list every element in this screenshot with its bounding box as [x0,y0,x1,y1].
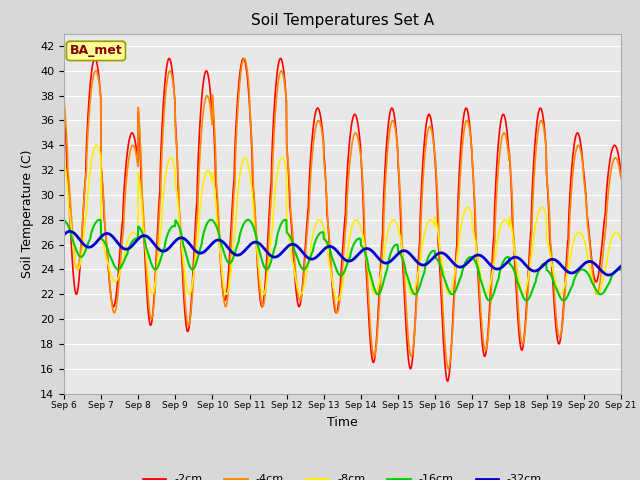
Text: BA_met: BA_met [70,44,122,58]
-2cm [184,328,191,334]
-2cm [279,62,287,68]
-32cm [617,264,625,269]
-8cm [93,143,100,148]
-4cm [520,336,528,342]
Legend: -2cm, -4cm, -8cm, -16cm, -32cm: -2cm, -4cm, -8cm, -16cm, -32cm [138,470,547,480]
-4cm [60,97,68,103]
-4cm [241,56,248,61]
-16cm [568,283,576,289]
-8cm [520,291,528,297]
-16cm [292,252,300,258]
-32cm [292,243,300,249]
-4cm [428,130,436,136]
-8cm [617,236,625,242]
Line: -8cm: -8cm [64,145,621,300]
-16cm [96,217,104,223]
-16cm [428,249,436,254]
-4cm [568,180,576,185]
-8cm [292,280,300,286]
-4cm [279,71,287,76]
-32cm [66,228,74,234]
-16cm [617,267,625,273]
-4cm [617,175,625,180]
-2cm [292,291,300,297]
-32cm [60,232,68,238]
-32cm [428,256,436,262]
-8cm [334,298,342,303]
-16cm [184,256,191,262]
-2cm [444,378,451,384]
-4cm [445,366,452,372]
-8cm [184,287,191,293]
Line: -2cm: -2cm [64,59,621,381]
-32cm [184,239,191,244]
-32cm [605,272,612,278]
-8cm [429,218,436,224]
-8cm [568,244,576,250]
Line: -16cm: -16cm [64,220,621,300]
-2cm [617,168,625,174]
Line: -32cm: -32cm [64,231,621,275]
-2cm [568,161,576,167]
-2cm [91,56,99,61]
-2cm [428,123,436,129]
-2cm [520,336,528,341]
-16cm [520,296,528,301]
-32cm [279,249,287,254]
-8cm [279,155,287,161]
Y-axis label: Soil Temperature (C): Soil Temperature (C) [22,149,35,278]
-16cm [279,218,287,224]
-8cm [60,156,68,162]
Line: -4cm: -4cm [64,59,621,369]
-16cm [60,217,68,223]
X-axis label: Time: Time [327,416,358,429]
Title: Soil Temperatures Set A: Soil Temperatures Set A [251,13,434,28]
-4cm [183,317,191,323]
-32cm [520,260,527,265]
-4cm [292,278,300,284]
-16cm [486,298,493,303]
-2cm [60,101,68,107]
-32cm [568,270,575,276]
